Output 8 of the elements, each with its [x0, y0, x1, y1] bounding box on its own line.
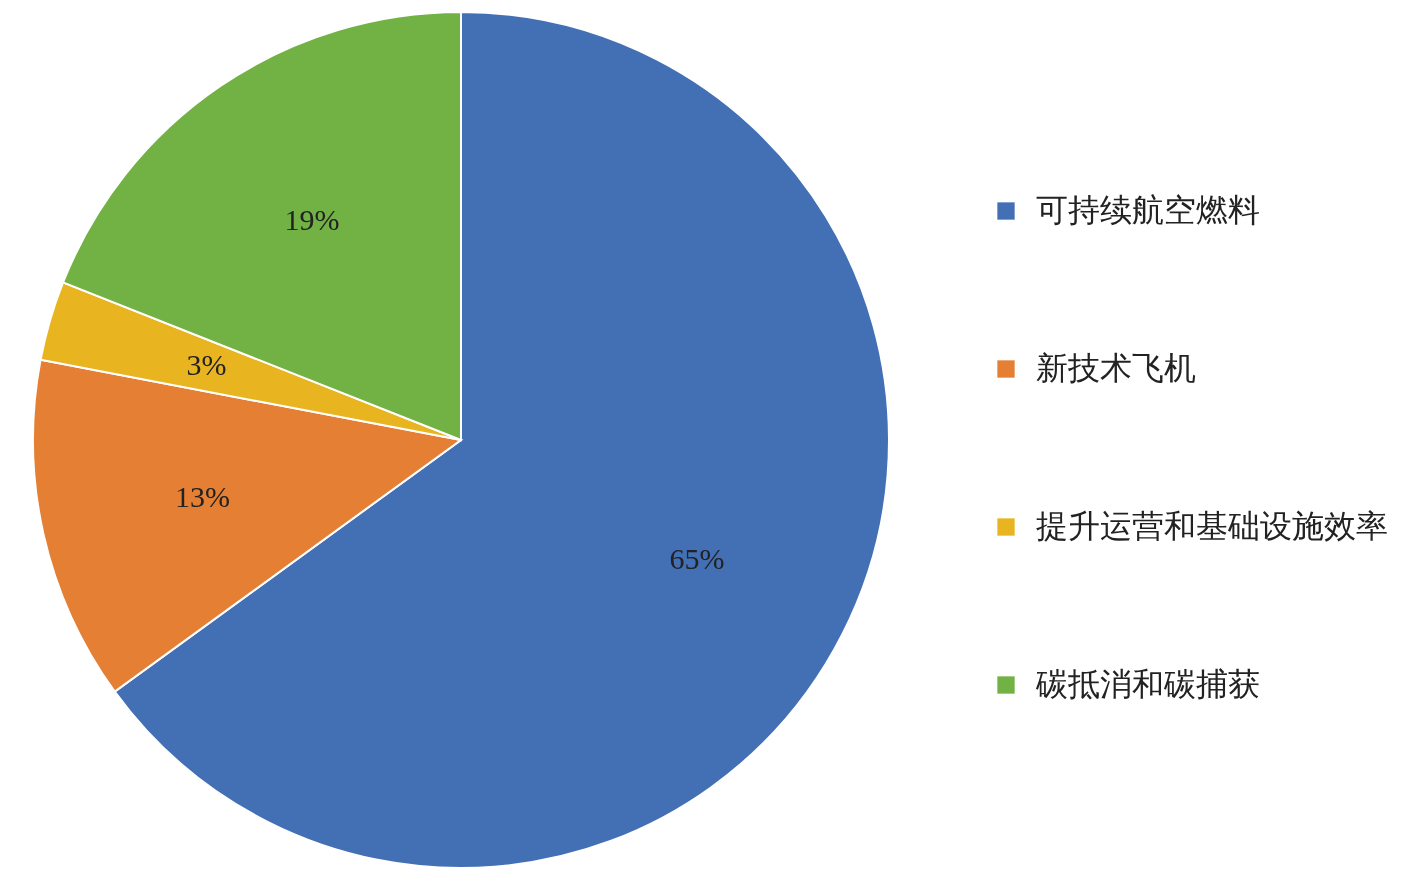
legend-label: 提升运营和基础设施效率	[1036, 508, 1388, 544]
data-label: 65%	[669, 542, 725, 576]
legend-label: 碳抵消和碳捕获	[1035, 666, 1260, 702]
data-label: 3%	[186, 348, 227, 382]
data-label: 19%	[284, 202, 340, 236]
data-label: 13%	[174, 479, 230, 513]
legend-label: 可持续航空燃料	[1036, 192, 1260, 228]
legend-label: 新技术飞机	[1036, 350, 1196, 386]
